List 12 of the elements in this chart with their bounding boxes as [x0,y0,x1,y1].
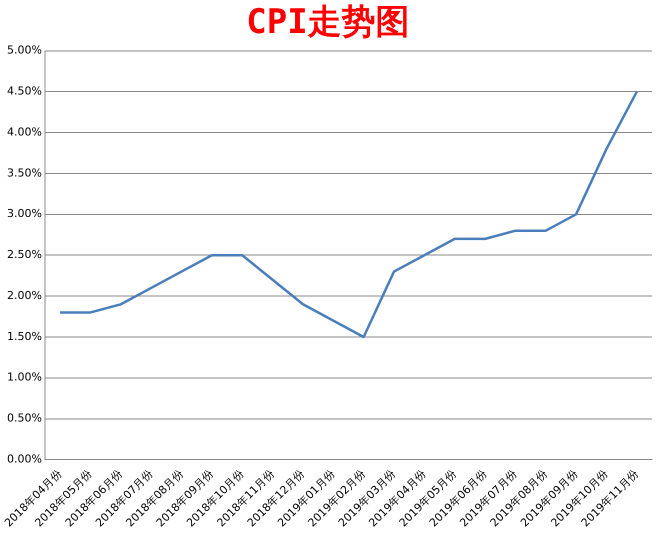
y-tick-label: 0.00% [6,452,42,466]
y-tick-label: 4.50% [6,84,42,98]
y-tick-label: 4.00% [6,125,42,138]
y-tick-label: 5.00% [6,44,42,57]
y-tick-label: 1.50% [6,330,42,343]
y-tick-label: 3.50% [6,166,42,180]
chart-title: CPI走势图 [246,2,410,42]
y-tick-label: 1.00% [6,370,42,384]
y-tick-label: 2.50% [6,248,42,262]
y-tick-label: 3.00% [6,207,42,220]
y-tick-label: 0.50% [6,412,42,425]
y-tick-label: 2.00% [6,288,42,302]
